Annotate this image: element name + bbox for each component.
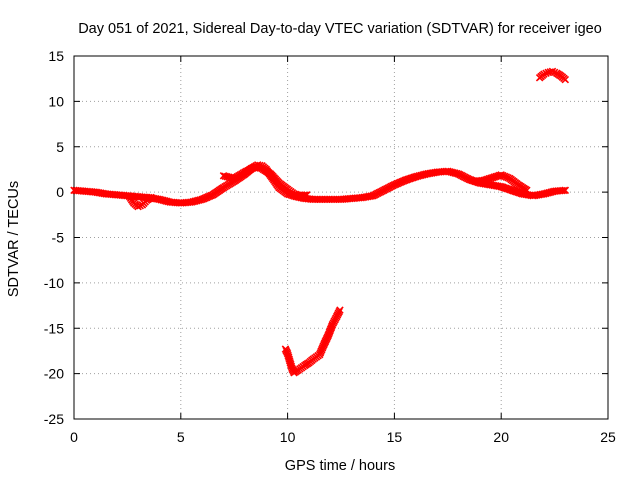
series-branch-morning-dip [125, 192, 155, 211]
y-tick-label: 15 [48, 48, 64, 64]
data-point-stroke [286, 358, 295, 367]
data-point [561, 75, 570, 84]
data-point-stroke [523, 186, 531, 195]
data-point-stroke [336, 306, 344, 314]
axis-ticks [73, 55, 609, 420]
data-point [523, 186, 531, 195]
data-point-stroke [444, 167, 452, 176]
y-tick-label: 10 [48, 93, 64, 109]
y-axis-label: SDTVAR / TECUs [6, 181, 22, 297]
data-point-stroke [219, 172, 228, 180]
x-tick-label: 5 [177, 429, 185, 445]
y-tick-label: -15 [44, 320, 64, 336]
data-point-stroke [559, 186, 568, 195]
grid-lines [74, 56, 608, 419]
data-point-stroke [447, 168, 456, 176]
data-point-stroke [161, 196, 169, 205]
data-point [303, 191, 311, 199]
tick-labels: 0 5 10 15 20 25 -25 -20 -15 -10 -5 0 5 10 15 [44, 48, 616, 445]
data-point [542, 69, 550, 78]
data-point-stroke [301, 191, 309, 199]
data-point [561, 186, 570, 195]
data-point-stroke [256, 164, 265, 172]
data-point [540, 70, 548, 78]
data-point-stroke [221, 172, 230, 181]
data-point-stroke [548, 67, 557, 76]
data-point [134, 202, 142, 211]
y-tick-label: -20 [44, 366, 64, 382]
data-point-stroke [452, 169, 461, 178]
x-tick-label: 25 [600, 429, 616, 445]
data-point-stroke [155, 195, 164, 204]
data-point-stroke [449, 168, 457, 177]
data-point-stroke [159, 196, 167, 205]
data-point-stroke [287, 362, 296, 371]
data-point-stroke [225, 173, 233, 181]
data-point [559, 186, 568, 195]
data-point-stroke [303, 191, 311, 199]
data-point-stroke [223, 172, 231, 181]
series-branch-late-hump [471, 171, 531, 195]
x-tick-label: 20 [493, 429, 509, 445]
data-point-stroke [451, 169, 459, 177]
y-tick-label: -5 [52, 230, 65, 246]
data-point-stroke [561, 186, 570, 195]
data-point-stroke [540, 70, 548, 78]
data-point-stroke [542, 69, 550, 78]
data-point [336, 306, 344, 314]
data-point-stroke [147, 193, 155, 202]
data-layer [70, 67, 570, 377]
y-tick-label: -25 [44, 411, 64, 427]
y-tick-label: -10 [44, 275, 64, 291]
data-point-stroke [550, 68, 559, 77]
x-tick-label: 0 [70, 429, 78, 445]
data-point [548, 67, 557, 76]
data-point-stroke [285, 355, 293, 363]
y-tick-label: 0 [56, 184, 64, 200]
data-point-stroke [153, 195, 162, 203]
data-point [301, 191, 309, 199]
series-branch-afternoon [219, 162, 311, 200]
data-point-stroke [254, 163, 263, 172]
data-point-stroke [445, 167, 454, 176]
data-point [147, 193, 155, 202]
data-point-stroke [134, 202, 142, 211]
x-tick-label: 15 [387, 429, 403, 445]
data-point-stroke [284, 351, 292, 360]
x-axis-label: GPS time / hours [285, 458, 395, 474]
chart-title: Day 051 of 2021, Sidereal Day-to-day VTE… [78, 21, 602, 37]
data-point-stroke [157, 196, 165, 204]
y-tick-label: 5 [56, 139, 64, 155]
data-point-stroke [287, 360, 295, 369]
data-point-stroke [284, 353, 293, 362]
series-branch-upper-arc [535, 67, 570, 84]
x-tick-label: 10 [280, 429, 296, 445]
data-point-stroke [283, 349, 292, 358]
data-point-stroke [561, 75, 570, 84]
series-branch-dropout-low [281, 306, 344, 377]
data-point-stroke [285, 357, 294, 365]
